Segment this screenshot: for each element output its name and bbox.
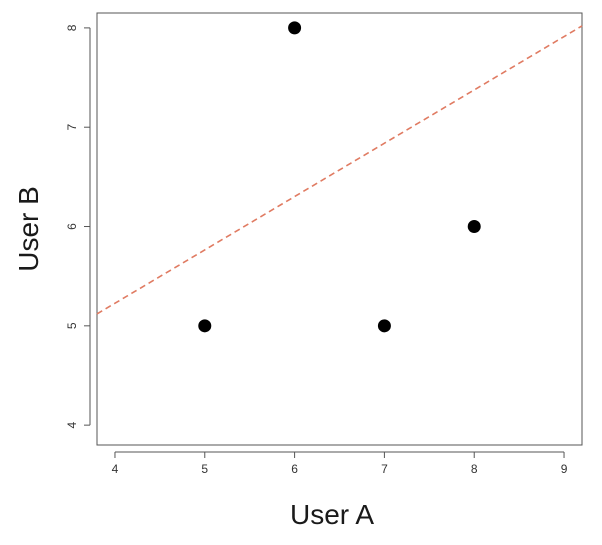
y-axis: 4 5 6 7 8	[65, 24, 91, 428]
x-tick-label: 7	[381, 462, 388, 476]
x-tick-label: 9	[561, 462, 568, 476]
x-tick-label: 6	[291, 462, 298, 476]
x-tick-label: 4	[112, 462, 119, 476]
data-point	[288, 21, 302, 35]
reference-line	[96, 25, 583, 315]
x-axis: 4 5 6 7 8 9	[112, 451, 568, 476]
y-tick-label: 7	[65, 124, 79, 131]
y-tick-label: 8	[65, 24, 79, 31]
y-tick-label: 5	[65, 322, 79, 329]
x-tick-label: 8	[471, 462, 478, 476]
y-tick-label: 6	[65, 223, 79, 230]
data-points-layer	[198, 21, 481, 333]
data-point	[377, 319, 391, 333]
y-axis-title: User B	[13, 186, 44, 272]
data-point	[467, 220, 481, 234]
reference-line-layer	[96, 25, 583, 315]
x-tick-label: 5	[201, 462, 208, 476]
y-tick-label: 4	[65, 421, 79, 428]
x-axis-title: User A	[290, 499, 374, 530]
plot-frame	[96, 12, 583, 446]
data-point	[198, 319, 212, 333]
